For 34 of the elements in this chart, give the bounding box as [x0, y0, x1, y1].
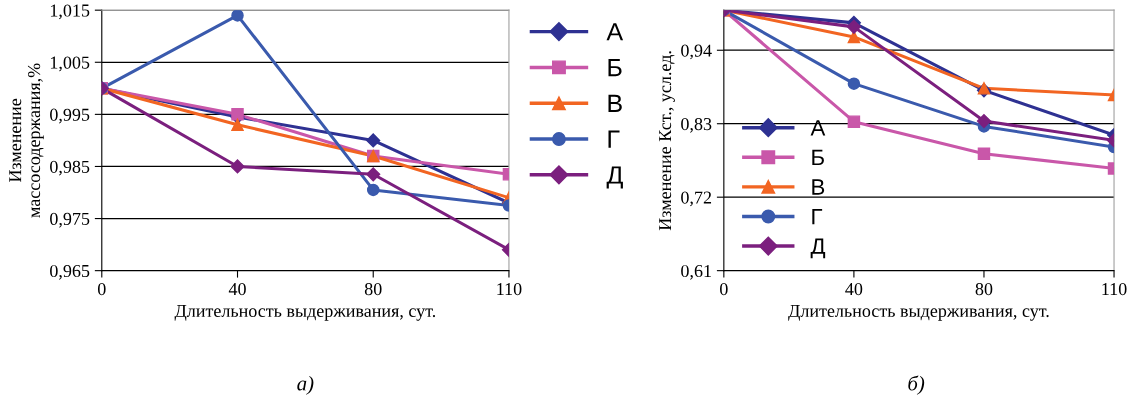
legend-label: Д	[606, 166, 623, 189]
x-tick-label: 110	[497, 282, 522, 296]
legend-label: Г	[608, 130, 620, 148]
legend-label: А	[606, 23, 624, 41]
x-tick-label: 80	[364, 282, 382, 296]
text: б)	[908, 375, 925, 395]
y-tick-label: 0,965	[50, 264, 90, 280]
y-tick-label: 0,72	[681, 191, 712, 207]
y-tick-label: 0,83	[681, 117, 712, 133]
y-axis-title: Изменение массосодержания,%	[9, 63, 44, 218]
y-tick-label: 0,985	[50, 160, 90, 176]
y-tick-label: 0,94	[681, 44, 712, 60]
x-tick-label: 0	[97, 282, 106, 296]
y-tick-label: 1,015	[50, 4, 90, 20]
legend-label: Б	[608, 58, 622, 77]
text: а)	[297, 375, 314, 395]
legend-label: А	[810, 120, 826, 136]
x-tick-label: 40	[228, 282, 246, 296]
x-tick-label: 80	[975, 282, 993, 296]
legend-label: В	[812, 179, 825, 195]
x-axis-title: Длительность выдерживания, сут.	[788, 305, 1049, 321]
y-tick-label: 1,005	[50, 56, 90, 72]
legend-label: В	[608, 94, 622, 112]
x-tick-label: 0	[720, 282, 728, 296]
x-tick-label: 110	[1102, 282, 1127, 296]
y-tick-label: 0,995	[50, 108, 90, 124]
legend-label: Г	[812, 208, 823, 225]
y-tick-label: 0,975	[50, 212, 90, 228]
y-axis-title: Изменение Кст., усл.ед.	[659, 51, 675, 231]
y-tick-label: 0,61	[681, 264, 711, 280]
x-axis-title: Длительность выдерживания, сут.	[174, 305, 436, 321]
x-tick-label: 40	[845, 282, 863, 296]
legend-label: Д	[810, 238, 826, 259]
legend-label: Б	[812, 149, 824, 166]
